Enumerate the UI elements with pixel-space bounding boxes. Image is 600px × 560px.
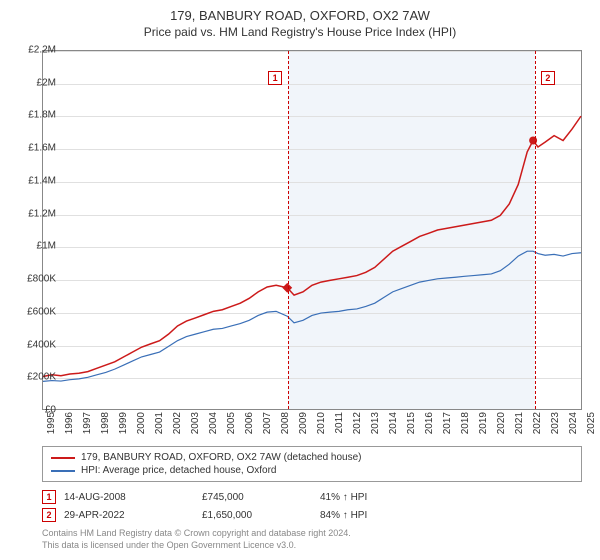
y-axis-label: £600K <box>16 306 56 317</box>
x-axis-label: 2019 <box>478 412 489 442</box>
x-axis-label: 1995 <box>46 412 57 442</box>
event-price: £745,000 <box>202 492 312 503</box>
x-axis-label: 2005 <box>226 412 237 442</box>
event-badge: 1 <box>42 490 56 504</box>
x-axis-label: 2014 <box>388 412 399 442</box>
footer-line: This data is licensed under the Open Gov… <box>42 540 582 552</box>
y-axis-label: £1.6M <box>16 143 56 154</box>
x-axis-label: 2017 <box>442 412 453 442</box>
x-axis-label: 2021 <box>514 412 525 442</box>
chart-subtitle: Price paid vs. HM Land Registry's House … <box>0 25 600 43</box>
y-axis-label: £1.2M <box>16 208 56 219</box>
x-axis-label: 2008 <box>280 412 291 442</box>
event-price: £1,650,000 <box>202 510 312 521</box>
x-axis-label: 2001 <box>154 412 165 442</box>
y-axis-label: £2.2M <box>16 45 56 56</box>
plot-area: 12 <box>42 50 582 410</box>
event-pct: 84% ↑ HPI <box>320 510 420 521</box>
y-axis-label: £2M <box>16 77 56 88</box>
legend: 179, BANBURY ROAD, OXFORD, OX2 7AW (deta… <box>42 446 582 482</box>
x-axis-label: 2012 <box>352 412 363 442</box>
event-marker: 2 <box>541 71 555 85</box>
x-axis-label: 2025 <box>586 412 597 442</box>
y-axis-label: £1.4M <box>16 175 56 186</box>
events-table: 1 14-AUG-2008 £745,000 41% ↑ HPI 2 29-AP… <box>42 488 582 524</box>
x-axis-label: 2004 <box>208 412 219 442</box>
x-axis-label: 1999 <box>118 412 129 442</box>
y-axis-label: £1M <box>16 241 56 252</box>
x-axis-label: 2015 <box>406 412 417 442</box>
x-axis-label: 2009 <box>298 412 309 442</box>
x-axis-label: 1996 <box>64 412 75 442</box>
y-axis-label: £800K <box>16 274 56 285</box>
event-badge: 2 <box>42 508 56 522</box>
x-axis-label: 2006 <box>244 412 255 442</box>
y-axis-label: £1.8M <box>16 110 56 121</box>
x-axis-label: 2024 <box>568 412 579 442</box>
footer-line: Contains HM Land Registry data © Crown c… <box>42 528 582 540</box>
event-row: 2 29-APR-2022 £1,650,000 84% ↑ HPI <box>42 506 582 524</box>
legend-label: 179, BANBURY ROAD, OXFORD, OX2 7AW (deta… <box>81 452 361 463</box>
x-axis-label: 2023 <box>550 412 561 442</box>
chart-container: 179, BANBURY ROAD, OXFORD, OX2 7AW Price… <box>0 0 600 560</box>
x-axis-label: 2022 <box>532 412 543 442</box>
footer: Contains HM Land Registry data © Crown c… <box>42 528 582 551</box>
x-axis-label: 2010 <box>316 412 327 442</box>
event-marker: 1 <box>268 71 282 85</box>
x-axis-label: 2020 <box>496 412 507 442</box>
event-date: 14-AUG-2008 <box>64 492 194 503</box>
legend-item: 179, BANBURY ROAD, OXFORD, OX2 7AW (deta… <box>51 451 573 464</box>
event-row: 1 14-AUG-2008 £745,000 41% ↑ HPI <box>42 488 582 506</box>
y-axis-label: £400K <box>16 339 56 350</box>
x-axis-label: 1998 <box>100 412 111 442</box>
x-axis-label: 2000 <box>136 412 147 442</box>
y-axis-label: £200K <box>16 372 56 383</box>
legend-item: HPI: Average price, detached house, Oxfo… <box>51 464 573 477</box>
event-pct: 41% ↑ HPI <box>320 492 420 503</box>
x-axis-label: 2011 <box>334 412 345 442</box>
chart-title: 179, BANBURY ROAD, OXFORD, OX2 7AW <box>0 0 600 25</box>
legend-label: HPI: Average price, detached house, Oxfo… <box>81 465 277 476</box>
x-axis-label: 2002 <box>172 412 183 442</box>
event-date: 29-APR-2022 <box>64 510 194 521</box>
x-axis-label: 2013 <box>370 412 381 442</box>
x-axis-label: 1997 <box>82 412 93 442</box>
legend-swatch <box>51 470 75 472</box>
x-axis-label: 2018 <box>460 412 471 442</box>
legend-swatch <box>51 457 75 459</box>
x-axis-label: 2007 <box>262 412 273 442</box>
x-axis-label: 2016 <box>424 412 435 442</box>
x-axis-label: 2003 <box>190 412 201 442</box>
